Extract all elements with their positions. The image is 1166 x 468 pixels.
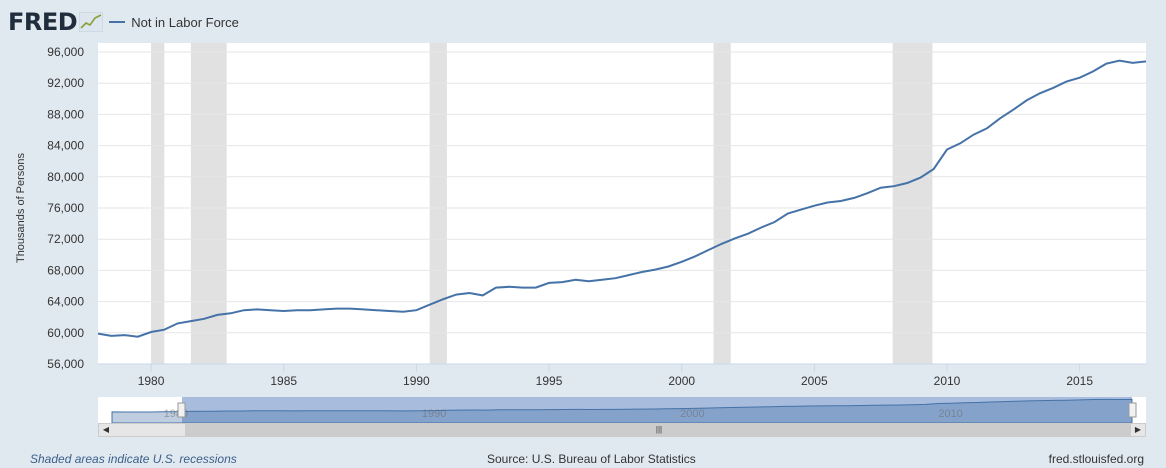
- x-tick-label: 1995: [536, 374, 563, 388]
- legend-swatch: [109, 21, 126, 23]
- x-tick-label: 2010: [934, 374, 961, 388]
- y-tick-label: 96,000: [47, 45, 84, 59]
- y-tick-label: 56,000: [47, 357, 84, 371]
- x-tick-label: 1980: [138, 374, 165, 388]
- y-tick-label: 84,000: [47, 139, 84, 153]
- y-tick-label: 68,000: [47, 263, 84, 277]
- recession-bands: [151, 43, 933, 364]
- recession-band: [190, 43, 227, 364]
- navigator-label: 1990: [422, 408, 446, 420]
- navigator-series-area: [111, 398, 1133, 423]
- recession-note[interactable]: Shaded areas indicate U.S. recessions: [30, 452, 237, 466]
- scroll-thumb[interactable]: |||: [185, 424, 1133, 436]
- trend-line-icon: [79, 12, 104, 32]
- legend-label: Not in Labor Force: [131, 14, 239, 30]
- legend[interactable]: Not in Labor Force: [109, 15, 239, 30]
- x-axis-ticks: 1980 1985 1990 1995 2000 2005 2010 2015: [98, 363, 1146, 388]
- series-line-not-in-labor-force[interactable]: [97, 59, 1147, 338]
- fred-logo[interactable]: FRED: [8, 8, 78, 36]
- x-tick-label: 2015: [1066, 374, 1093, 388]
- y-tick-label: 76,000: [47, 201, 84, 215]
- x-tick-label: 1985: [270, 374, 297, 388]
- y-axis-ticks: 56,000 60,000 64,000 68,000 72,000 76,000 80,0…: [47, 45, 84, 371]
- y-axis-label: Thousands of Persons: [15, 152, 27, 263]
- y-tick-label: 60,000: [47, 326, 84, 340]
- gridlines: [98, 51, 1146, 365]
- y-tick-label: 92,000: [47, 76, 84, 90]
- recession-band: [892, 43, 933, 364]
- x-tick-label: 2000: [668, 374, 695, 388]
- line-chart: 56,000 60,000 64,000 68,000 72,000 76,000 80,0…: [15, 43, 1147, 388]
- y-tick-label: 64,000: [47, 295, 84, 309]
- chart-header: FRED Not in Labor Force: [8, 6, 239, 38]
- x-tick-label: 2005: [801, 374, 828, 388]
- navigator-handle-right[interactable]: [1128, 402, 1137, 418]
- recession-band: [429, 43, 447, 364]
- y-tick-label: 72,000: [47, 232, 84, 246]
- x-tick-label: 1990: [403, 374, 430, 388]
- recession-band: [713, 43, 731, 364]
- scroll-right-arrow[interactable]: ▶: [1131, 424, 1145, 436]
- plot-background: [98, 43, 1146, 364]
- scroll-left-arrow[interactable]: ◀: [99, 424, 113, 436]
- source-text: Source: U.S. Bureau of Labor Statistics: [487, 452, 696, 466]
- navigator-label: 2000: [680, 408, 704, 420]
- recession-band: [151, 43, 165, 364]
- navigator-handle-left[interactable]: [177, 402, 186, 418]
- range-navigator[interactable]: 1980 1990 2000 2010: [98, 397, 1146, 423]
- site-url[interactable]: fred.stlouisfed.org: [1048, 452, 1144, 466]
- navigator-selected-range[interactable]: [182, 397, 1132, 423]
- navigator-label: 2010: [938, 408, 962, 420]
- scrollbar[interactable]: ◀ ||| ▶: [98, 423, 1146, 437]
- y-tick-label: 80,000: [47, 170, 84, 184]
- y-tick-label: 88,000: [47, 107, 84, 121]
